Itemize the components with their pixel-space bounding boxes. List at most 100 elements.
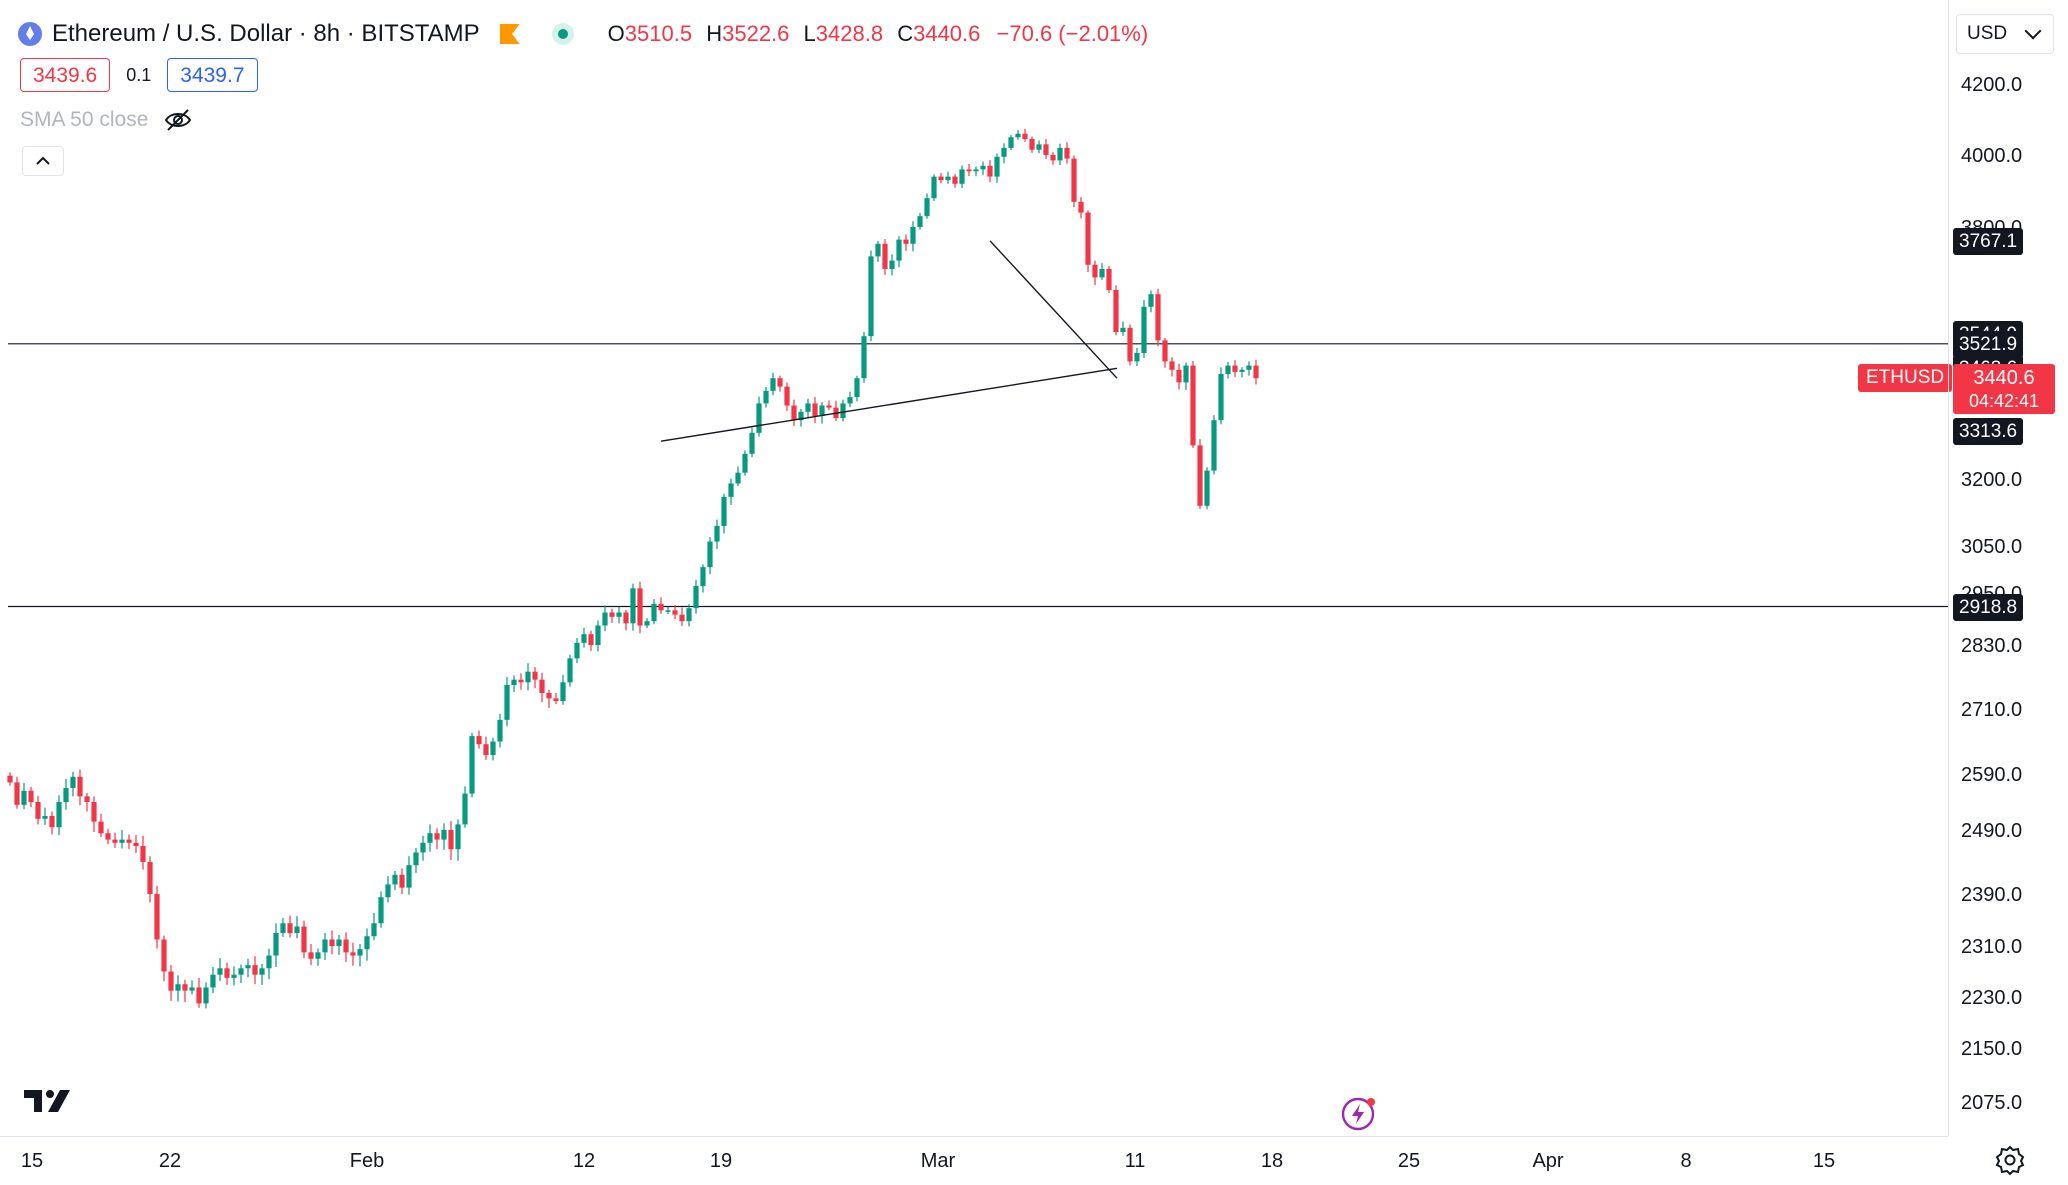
candle-body: [910, 227, 916, 244]
candle-body: [560, 682, 566, 701]
low-value: 3428.8: [815, 21, 884, 46]
candle-body: [784, 386, 790, 406]
candle-body: [959, 169, 965, 184]
candle-body: [1092, 264, 1098, 278]
candle-body: [175, 984, 181, 991]
candle-body: [616, 612, 622, 617]
candle-body: [252, 965, 258, 975]
open-value: 3510.5: [624, 21, 693, 46]
candle-body: [826, 405, 832, 408]
candle-body: [308, 952, 314, 959]
candle-body: [406, 865, 412, 888]
close-label: C: [897, 21, 914, 46]
candle-body: [147, 862, 153, 894]
indicator-legend[interactable]: SMA 50 close: [20, 108, 192, 132]
candle-body: [651, 603, 657, 622]
high-label: H: [706, 21, 723, 46]
candle-body: [350, 952, 356, 956]
candle-body: [588, 634, 594, 645]
chart-area[interactable]: Ethereum / U.S. Dollar · 8h · BITSTAMP O…: [0, 0, 1953, 1136]
candle-body: [1211, 420, 1217, 471]
candle-body: [7, 775, 13, 783]
quote-row: 3439.6 0.1 3439.7: [20, 58, 258, 92]
candle-body: [84, 796, 90, 802]
open-label: O: [607, 21, 625, 46]
price-tick-label: 2310.0: [1961, 936, 2022, 958]
candle-body: [868, 256, 874, 337]
price-tag: 2918.8: [1953, 593, 2024, 621]
candle-body: [1057, 147, 1063, 161]
candle-body: [1218, 374, 1224, 421]
candle-body: [112, 839, 118, 843]
candle-body: [994, 156, 1000, 177]
candle-body: [1246, 365, 1252, 370]
candle-body: [728, 483, 734, 497]
currency-selector[interactable]: USD: [1956, 14, 2054, 54]
candle-body: [581, 634, 587, 643]
candle-body: [168, 971, 174, 991]
candle-body: [1176, 369, 1182, 383]
candle-body: [490, 741, 496, 756]
candle-body: [210, 974, 216, 988]
candle-body: [595, 625, 601, 645]
price-tick-label: 3050.0: [1961, 536, 2022, 558]
high-value: 3522.6: [722, 21, 790, 46]
candle-body: [511, 679, 517, 685]
candle-body: [266, 955, 272, 969]
symbol-title[interactable]: Ethereum / U.S. Dollar · 8h · BITSTAMP: [52, 20, 480, 47]
time-tick-label: 19: [710, 1150, 732, 1172]
sell-button[interactable]: 3439.6: [20, 58, 111, 92]
candle-body: [476, 736, 482, 745]
candle-body: [693, 585, 699, 609]
candle-body: [714, 525, 720, 542]
candle-body: [497, 719, 503, 742]
candle-body: [1050, 155, 1056, 161]
tradingview-logo[interactable]: [24, 1088, 78, 1114]
currency-label: USD: [1967, 23, 2008, 44]
candle-body: [1106, 269, 1112, 290]
candle-body: [98, 821, 104, 834]
bolt-icon[interactable]: [1340, 1096, 1376, 1132]
candle-body: [77, 776, 83, 797]
buy-button[interactable]: 3439.7: [167, 58, 258, 92]
ohlc-readout: O3510.5 H3522.6 L3428.8 C3440.6 −70.6 (−…: [600, 21, 1149, 47]
candle-body: [105, 833, 111, 840]
candle-body: [938, 176, 944, 181]
candle-body: [140, 846, 146, 862]
flag-icon[interactable]: [499, 24, 520, 44]
time-axis[interactable]: 15 22 Feb 12 19 Mar 11 18 25 Apr 8 15: [0, 1136, 1948, 1185]
candle-body: [812, 403, 818, 416]
eye-off-icon[interactable]: [164, 108, 192, 132]
candle-body: [1239, 369, 1245, 372]
candle-body: [665, 610, 671, 612]
price-axis-labels: 4200.04000.03800.03200.03050.02950.02830…: [1961, 74, 2022, 1114]
candle-body: [924, 198, 930, 217]
candle-body: [973, 169, 979, 172]
candle-body: [420, 842, 426, 853]
candle-body: [966, 169, 972, 172]
candle-body: [1155, 294, 1161, 341]
candle-body: [357, 949, 363, 956]
collapse-legend-button[interactable]: [22, 146, 64, 176]
candle-body: [903, 239, 909, 244]
price-axis[interactable]: 4200.04000.03800.03200.03050.02950.02830…: [1948, 0, 2068, 1136]
candle-body: [567, 658, 573, 683]
price-chart[interactable]: [0, 0, 1948, 1136]
indicator-label[interactable]: SMA 50 close: [20, 108, 149, 131]
candle-body: [182, 984, 188, 991]
candle-body: [1162, 340, 1168, 362]
candle-body: [882, 243, 888, 269]
candle-body: [735, 472, 741, 484]
candle-body: [553, 698, 559, 701]
candle-body: [917, 216, 923, 227]
price-tag: 3521.9: [1953, 330, 2024, 358]
candle-body: [721, 496, 727, 526]
candle-body: [1148, 294, 1154, 307]
candle-body: [518, 679, 524, 683]
candle-body: [483, 744, 489, 756]
price-tick-label: 2830.0: [1961, 635, 2022, 657]
candle-body: [287, 923, 293, 933]
price-tick-label: 4000.0: [1961, 145, 2022, 167]
settings-icon[interactable]: [1994, 1144, 2026, 1176]
candle-body: [322, 939, 328, 953]
